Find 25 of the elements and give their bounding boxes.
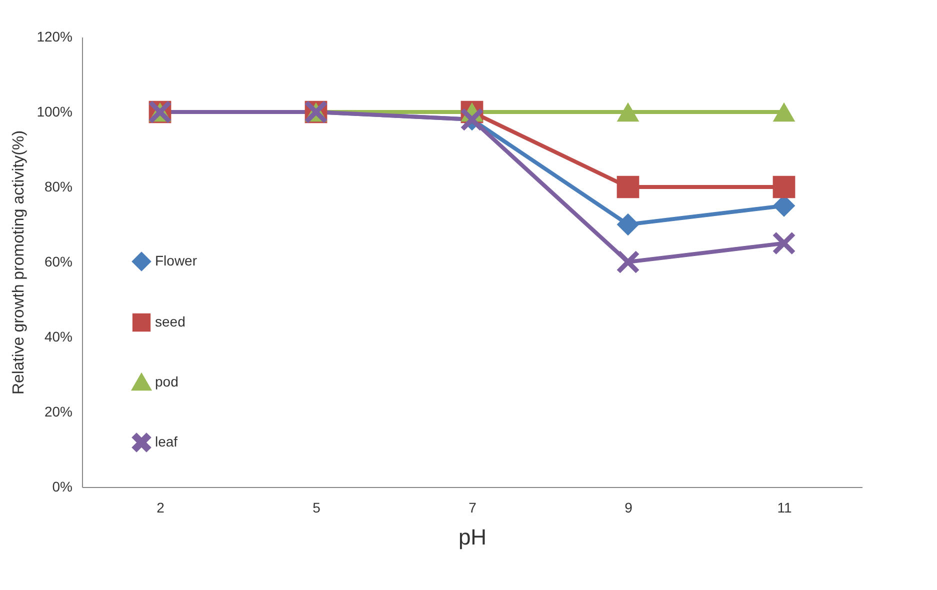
x-tick-label: 11: [777, 500, 792, 516]
point: [772, 102, 796, 122]
y-tick-label: 40%: [44, 328, 72, 344]
y-tick-label: 120%: [36, 28, 72, 44]
y-tick-label: 20%: [44, 404, 72, 420]
point: [616, 250, 640, 274]
legend-label: seed: [155, 314, 186, 330]
y-tick-label: 100%: [36, 104, 72, 120]
y-tick-label: 80%: [44, 178, 72, 194]
x-axis-title: pH: [458, 524, 487, 550]
point: [616, 102, 640, 122]
point: [616, 213, 640, 236]
y-tick-label: 0%: [52, 478, 72, 494]
y-tick-label: 60%: [44, 254, 72, 270]
point: [772, 176, 796, 198]
point: [772, 232, 796, 254]
x-tick-label: 9: [624, 500, 633, 516]
legend-label: Flower: [155, 252, 198, 268]
x-tick-label: 5: [312, 500, 321, 516]
y-axis-title: Relative growth promoting activity(%): [10, 130, 28, 395]
x-tick-label: 7: [468, 500, 477, 516]
x-tick-label: 2: [156, 500, 165, 516]
point: [616, 176, 640, 198]
legend-label: pod: [155, 374, 178, 390]
legend-label: leaf: [155, 434, 178, 450]
